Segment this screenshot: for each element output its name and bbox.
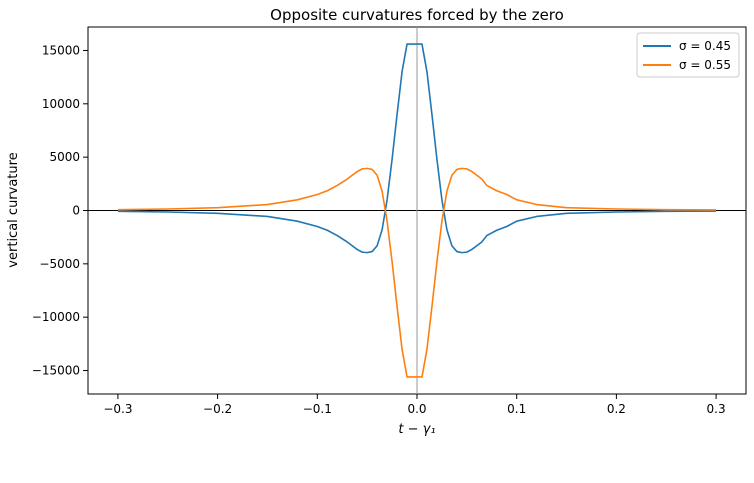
x-tick-label: 0.1 [507, 402, 526, 416]
y-tick-label: −5000 [39, 257, 80, 271]
x-tick-label: −0.3 [103, 402, 132, 416]
chart-title: Opposite curvatures forced by the zero [270, 6, 564, 24]
x-axis-label: t − γ₁ [398, 422, 435, 437]
series-lines [117, 43, 717, 378]
x-tick-label: −0.1 [303, 402, 332, 416]
y-tick-label: −15000 [32, 364, 80, 378]
x-tick-label: 0.3 [707, 402, 726, 416]
x-tick-label: 0.2 [607, 402, 626, 416]
legend: σ = 0.45 σ = 0.55 [636, 32, 740, 78]
y-tick-label: −10000 [32, 310, 80, 324]
series-line-1 [117, 43, 717, 254]
y-axis-ticks: −15000 −10000 −5000 0 5000 10000 15000 [32, 43, 88, 378]
reference-lines [88, 27, 746, 394]
x-tick-label: 0.0 [407, 402, 426, 416]
y-tick-label: 5000 [49, 150, 80, 164]
legend-label-2: σ = 0.55 [679, 58, 731, 72]
y-tick-label: 0 [72, 204, 80, 218]
x-tick-label: −0.2 [203, 402, 232, 416]
series-line-2 [117, 167, 717, 378]
y-axis-label: vertical curvature [6, 152, 21, 267]
y-tick-label: 15000 [42, 43, 80, 57]
legend-label-1: σ = 0.45 [679, 39, 731, 53]
x-axis-ticks: −0.3 −0.2 −0.1 0.0 0.1 0.2 0.3 [103, 394, 726, 416]
y-tick-label: 10000 [42, 97, 80, 111]
